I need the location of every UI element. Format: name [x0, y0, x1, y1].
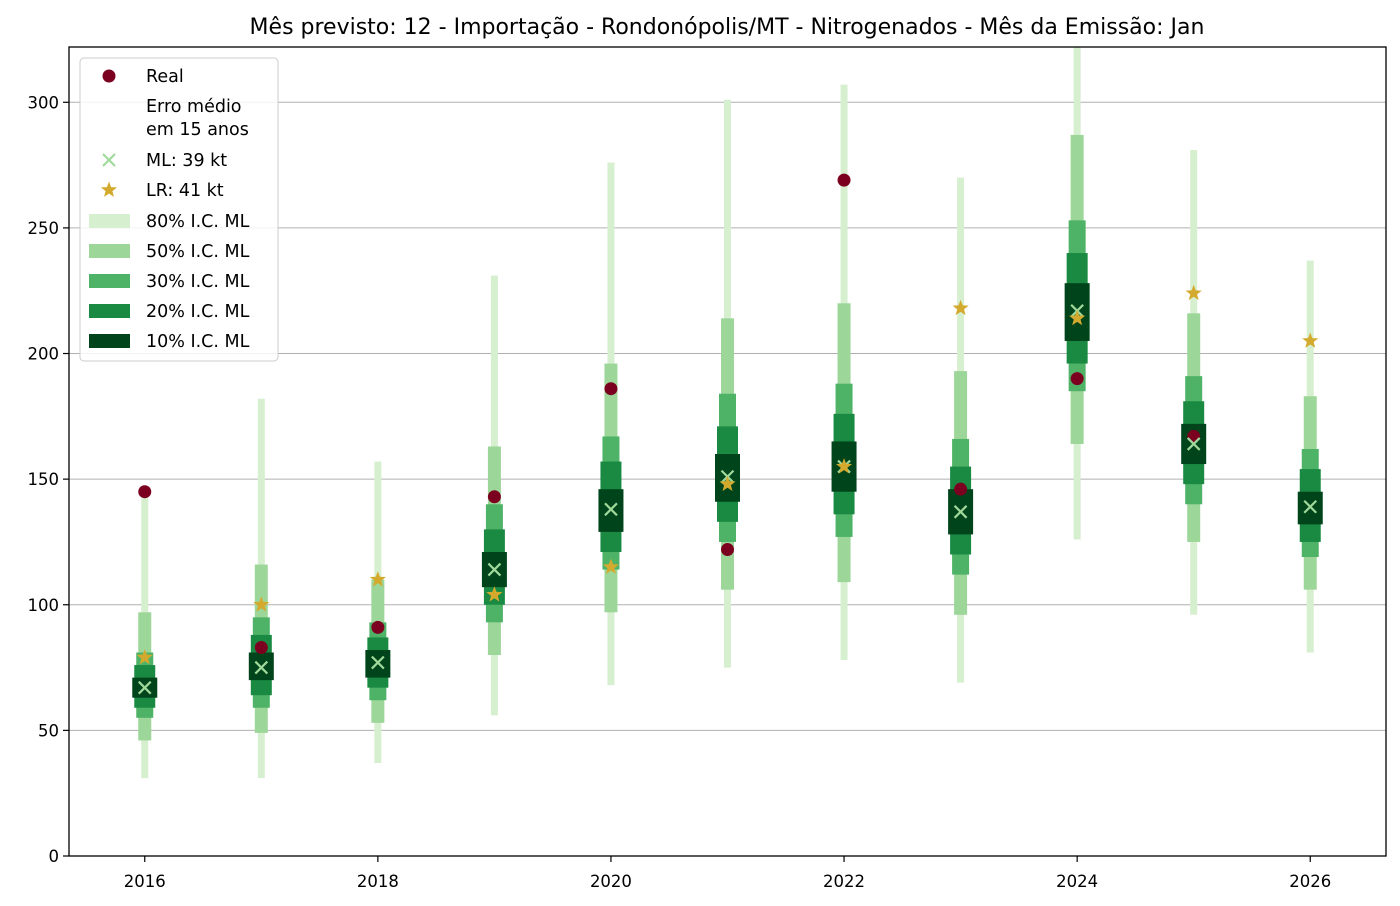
legend-label-ci50: 50% I.C. ML — [146, 242, 250, 262]
legend-label-ci80: 80% I.C. ML — [146, 212, 250, 232]
ytick-label-50: 50 — [38, 721, 59, 740]
point-ml-2026 — [1303, 499, 1318, 514]
legend-marker-real — [102, 69, 116, 83]
legend-label-ci20: 20% I.C. ML — [146, 302, 250, 322]
point-real-2018 — [371, 620, 385, 634]
legend-label-ml: ML: 39 kt — [146, 151, 227, 171]
point-lr-2021 — [719, 475, 736, 492]
point-ml-2020-stroke-b — [604, 502, 618, 517]
ytick-label-300: 300 — [28, 93, 60, 112]
markers — [136, 173, 1319, 695]
interval-bars — [132, 47, 1323, 779]
legend: Real Erro médio em 15 anos ML: 39 kt LR: 41 … — [79, 57, 279, 362]
legend-swatch-ci10 — [89, 334, 130, 348]
y-axis: 0 50 100 150 200 250 300 — [28, 93, 69, 866]
point-real-2025 — [1187, 429, 1201, 443]
point-ml-2017-stroke-b — [254, 660, 269, 675]
legend-label-ci10: 10% I.C. ML — [146, 332, 250, 352]
point-ml-2023-stroke-b — [953, 505, 968, 519]
point-ml-2020 — [604, 502, 618, 517]
point-lr-2025 — [1185, 284, 1202, 301]
xtick-label-2020: 2020 — [590, 872, 632, 891]
xtick-label-2024: 2024 — [1056, 872, 1098, 891]
point-ml-2019-stroke-b — [487, 562, 502, 577]
legend-label-lr: LR: 41 kt — [146, 181, 224, 201]
xtick-label-2016: 2016 — [124, 872, 166, 891]
point-lr-2019 — [486, 586, 503, 602]
legend-label-erro: Erro médio — [146, 97, 242, 117]
point-ml-2025-stroke-b — [1186, 437, 1201, 451]
point-ml-2016 — [137, 680, 152, 695]
point-ml-2016-stroke-b — [137, 680, 152, 695]
ytick-label-150: 150 — [28, 470, 60, 489]
legend-marker-ml — [102, 153, 116, 167]
legend-marker-lr — [100, 181, 118, 197]
ytick-label-0: 0 — [49, 847, 60, 866]
ytick-label-100: 100 — [28, 596, 60, 615]
point-lr-2026 — [1302, 332, 1319, 348]
xtick-label-2026: 2026 — [1289, 872, 1331, 891]
point-real-2023 — [954, 482, 968, 496]
legend-marker-ml-stroke-b — [102, 153, 116, 167]
point-ml-2017 — [254, 660, 269, 675]
point-lr-2017 — [253, 596, 270, 612]
point-real-2020 — [604, 382, 618, 396]
point-real-2022 — [837, 173, 851, 187]
point-ml-2018 — [371, 655, 385, 670]
point-real-2019 — [487, 490, 501, 504]
point-lr-2023 — [952, 299, 969, 316]
point-ml-2026-stroke-b — [1303, 499, 1318, 514]
legend-label-ci30: 30% I.C. ML — [146, 272, 250, 292]
xtick-label-2022: 2022 — [823, 872, 865, 891]
chart-title: Mês previsto: 12 - Importação - Rondonóp… — [250, 15, 1205, 40]
legend-label-real: Real — [146, 67, 184, 87]
legend-swatch-ci30 — [89, 274, 130, 288]
plot-frame — [68, 46, 1387, 857]
point-lr-2022 — [835, 458, 853, 474]
point-lr-2024 — [1069, 309, 1086, 326]
xtick-label-2018: 2018 — [357, 872, 399, 891]
legend-label-erro-line2: em 15 anos — [146, 120, 249, 140]
ytick-label-200: 200 — [28, 345, 60, 364]
point-ml-2023 — [953, 505, 968, 519]
x-axis: 2016 2018 2020 2022 2024 2026 — [124, 856, 1331, 891]
point-ml-2018-stroke-b — [371, 655, 385, 670]
legend-swatch-ci20 — [89, 304, 130, 318]
point-lr-2020 — [602, 558, 620, 574]
point-real-2021 — [721, 542, 734, 556]
point-ml-2025 — [1186, 437, 1201, 451]
point-real-2017 — [254, 640, 268, 654]
point-ml-2019 — [487, 562, 502, 577]
point-lr-2016 — [136, 649, 153, 665]
point-real-2024 — [1070, 372, 1084, 386]
legend-swatch-ci80 — [89, 214, 130, 228]
point-real-2016 — [138, 485, 152, 499]
ytick-label-250: 250 — [28, 219, 60, 238]
point-lr-2018 — [369, 571, 386, 587]
legend-swatch-ci50 — [89, 244, 130, 258]
